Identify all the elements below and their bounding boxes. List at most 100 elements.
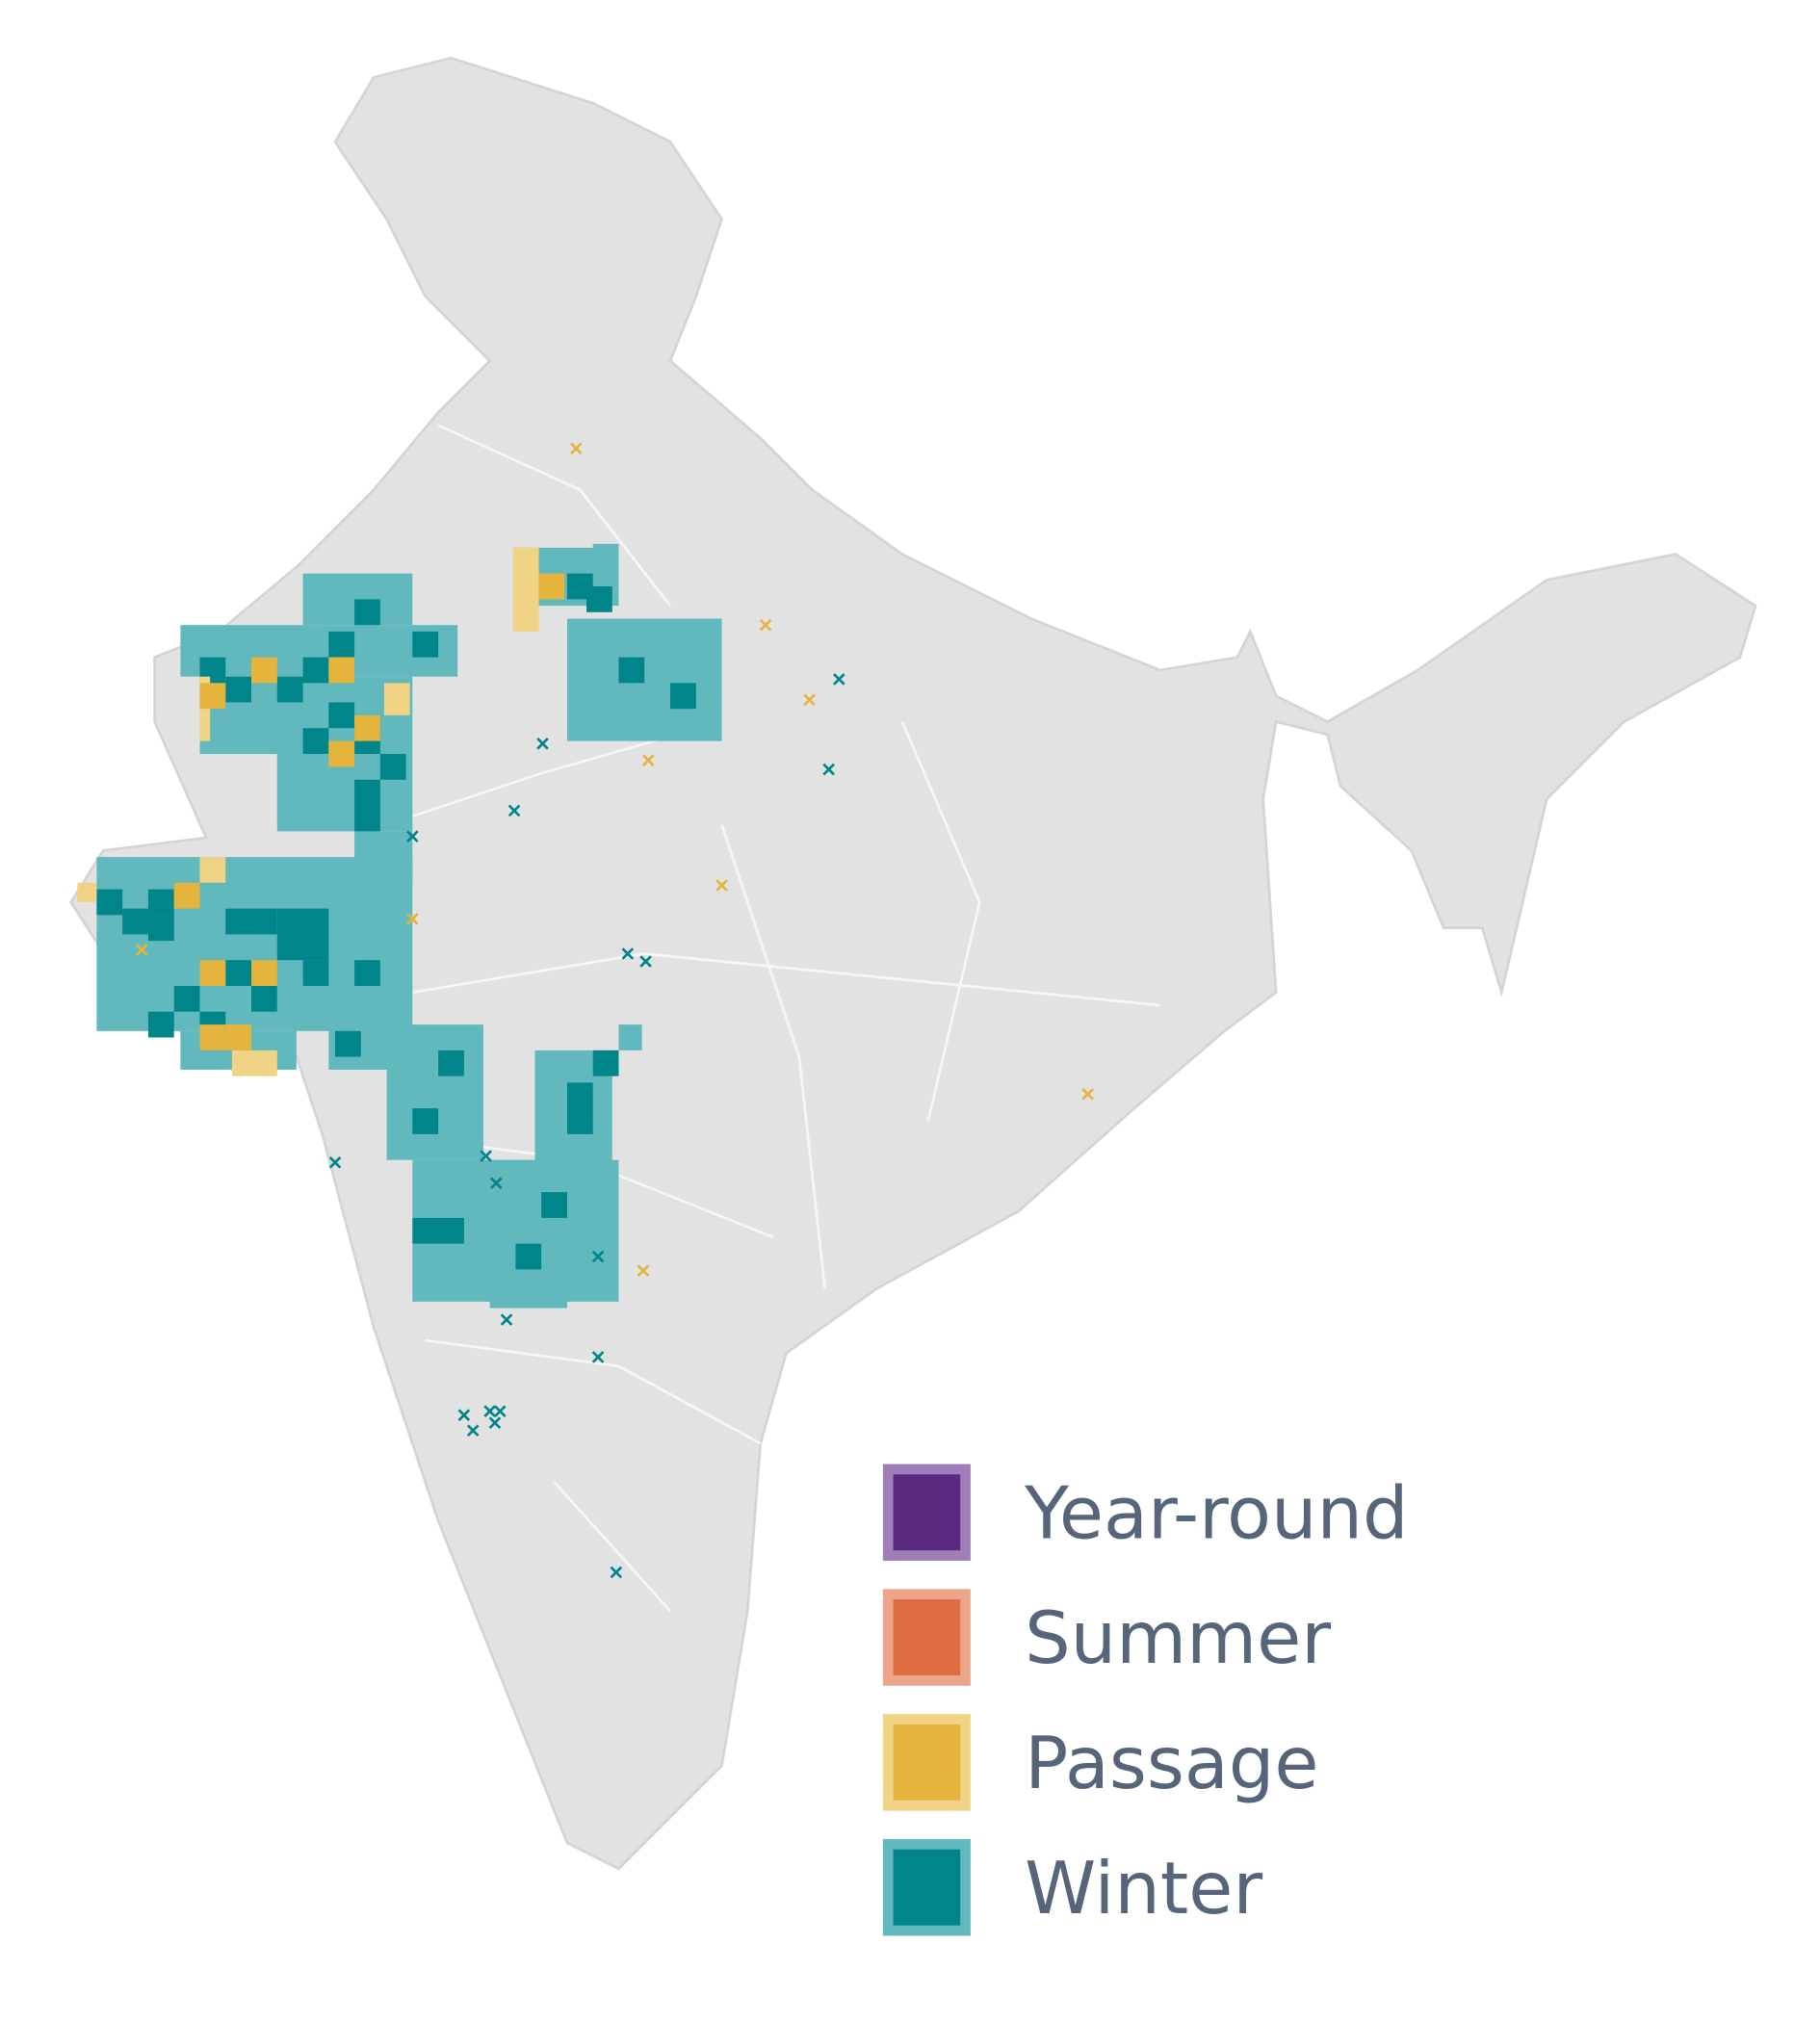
legend-swatch bbox=[882, 1839, 971, 1936]
sighting-marker bbox=[570, 442, 583, 455]
range-cell bbox=[335, 1030, 361, 1057]
range-cell bbox=[302, 934, 329, 961]
range-cell bbox=[199, 960, 226, 986]
india-outline bbox=[69, 56, 1757, 1871]
range-cell bbox=[251, 960, 277, 986]
range-cell bbox=[251, 985, 277, 1012]
sighting-marker bbox=[822, 763, 835, 776]
legend-label: Year-round bbox=[1024, 1470, 1408, 1555]
range-cell bbox=[592, 543, 619, 570]
sighting-marker bbox=[610, 1566, 623, 1579]
range-cell bbox=[225, 676, 252, 703]
sighting-marker bbox=[1081, 1088, 1094, 1101]
range-cell bbox=[354, 779, 380, 806]
range-cell bbox=[412, 1217, 439, 1244]
range-cell bbox=[538, 573, 565, 600]
sighting-marker bbox=[480, 1150, 492, 1162]
range-cell bbox=[276, 908, 303, 935]
range-cell bbox=[302, 960, 329, 986]
sighting-marker bbox=[507, 804, 521, 817]
range-cell bbox=[147, 915, 174, 942]
sighting-marker bbox=[639, 955, 652, 968]
range-cell bbox=[302, 728, 329, 755]
range-cell bbox=[566, 1082, 593, 1109]
range-cell bbox=[199, 1024, 226, 1050]
legend-swatch bbox=[882, 1589, 971, 1686]
sighting-marker bbox=[833, 673, 845, 686]
range-cell bbox=[618, 657, 645, 684]
range-cell bbox=[77, 882, 97, 902]
sighting-marker bbox=[715, 879, 728, 892]
range-cell bbox=[328, 631, 355, 658]
range-cell bbox=[276, 676, 303, 703]
range-cell bbox=[199, 683, 226, 710]
range-cell bbox=[122, 908, 148, 935]
range-cell bbox=[328, 702, 355, 729]
range-cell bbox=[147, 1011, 174, 1038]
range-cell bbox=[489, 1288, 567, 1309]
range-cell bbox=[592, 1050, 619, 1076]
sighting-marker bbox=[488, 1416, 502, 1430]
range-cell bbox=[438, 1217, 464, 1244]
range-cell bbox=[328, 740, 355, 767]
sighting-marker bbox=[759, 618, 772, 632]
range-cell bbox=[225, 908, 252, 935]
range-cell bbox=[225, 960, 252, 986]
map-layer: Year-round Summer Passage Winter bbox=[69, 56, 1757, 1936]
range-cell bbox=[412, 631, 439, 658]
range-cell bbox=[412, 1108, 439, 1134]
range-cell bbox=[354, 599, 380, 626]
sighting-marker bbox=[500, 1313, 513, 1326]
range-cell bbox=[302, 908, 329, 935]
range-cell bbox=[96, 889, 123, 916]
range-cell bbox=[386, 1024, 483, 1160]
range-cell bbox=[231, 1050, 277, 1076]
range-cell bbox=[251, 908, 277, 935]
sighting-marker bbox=[406, 913, 419, 925]
range-cell bbox=[199, 857, 226, 883]
sighting-marker bbox=[591, 1250, 605, 1263]
range-cell bbox=[512, 547, 539, 632]
range-cell bbox=[147, 889, 174, 916]
range-cell bbox=[173, 985, 200, 1012]
sighting-marker bbox=[803, 693, 816, 707]
range-cell bbox=[515, 1243, 542, 1270]
sighting-marker bbox=[406, 830, 419, 842]
range-cell bbox=[566, 1108, 593, 1134]
range-cell bbox=[225, 1024, 252, 1050]
sighting-marker bbox=[457, 1409, 471, 1421]
sighting-marker bbox=[536, 738, 549, 750]
legend-label: Winter bbox=[1025, 1846, 1262, 1931]
range-cell bbox=[302, 657, 329, 684]
sighting-marker bbox=[483, 1405, 496, 1417]
range-cell bbox=[379, 754, 406, 780]
range-cell bbox=[354, 960, 380, 986]
sighting-marker bbox=[621, 947, 635, 960]
range-cell bbox=[670, 683, 696, 710]
legend-label: Summer bbox=[1025, 1595, 1331, 1680]
range-cell bbox=[541, 1192, 567, 1218]
range-cell bbox=[383, 683, 410, 715]
range-cell bbox=[354, 714, 380, 741]
range-cell bbox=[618, 1024, 642, 1050]
sighting-marker bbox=[466, 1424, 480, 1438]
sighting-marker bbox=[641, 754, 655, 767]
range-cell bbox=[354, 805, 380, 832]
range-cell bbox=[276, 934, 303, 961]
legend-label: Passage bbox=[1025, 1721, 1318, 1805]
sighting-marker bbox=[591, 1351, 605, 1363]
range-cell bbox=[328, 657, 355, 684]
sighting-marker bbox=[328, 1156, 342, 1169]
sighting-marker bbox=[490, 1177, 503, 1190]
range-cell bbox=[173, 882, 200, 909]
range-cell bbox=[251, 657, 277, 684]
legend-swatch bbox=[882, 1464, 971, 1561]
range-cell bbox=[586, 586, 612, 612]
range-cell bbox=[438, 1050, 464, 1076]
sighting-marker bbox=[494, 1405, 507, 1417]
sighting-marker bbox=[135, 944, 148, 956]
legend-swatch bbox=[882, 1714, 971, 1811]
sighting-marker bbox=[637, 1264, 650, 1278]
